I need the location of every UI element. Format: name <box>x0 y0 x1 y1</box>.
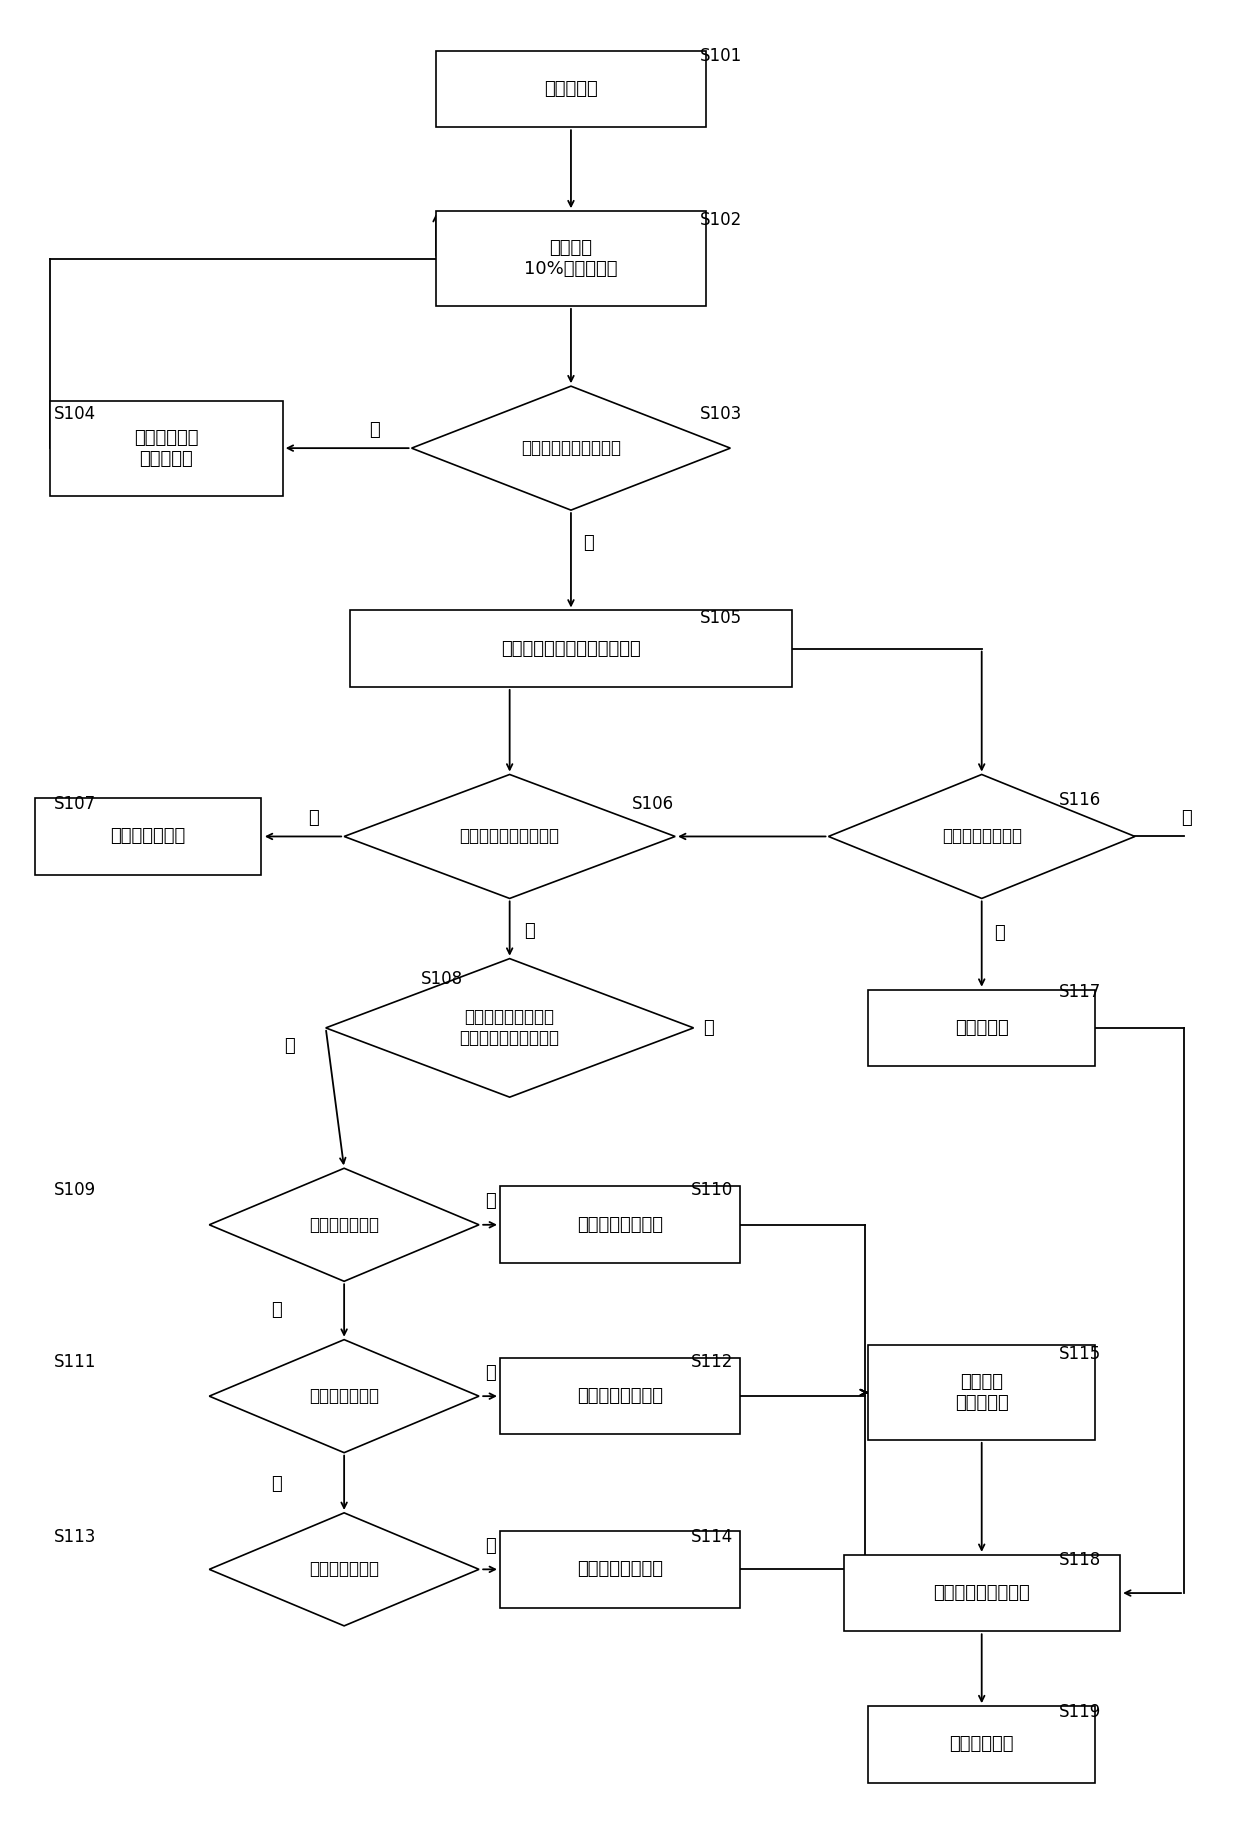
Text: 是: 是 <box>994 924 1004 942</box>
Text: 采集环境温度值、风机转速值: 采集环境温度值、风机转速值 <box>501 639 641 658</box>
Text: S117: S117 <box>1059 983 1101 1001</box>
Text: 指示灯闪烁报警: 指示灯闪烁报警 <box>110 827 186 845</box>
FancyBboxPatch shape <box>436 51 706 127</box>
Polygon shape <box>210 1339 479 1453</box>
Text: 是: 是 <box>284 1038 295 1054</box>
Text: S109: S109 <box>53 1181 95 1200</box>
Text: 否: 否 <box>370 421 381 439</box>
Text: 环境温度值在低速、
中速、高速段阀值范围: 环境温度值在低速、 中速、高速段阀值范围 <box>460 1009 559 1047</box>
Text: S108: S108 <box>422 970 464 988</box>
Text: 是: 是 <box>485 1192 496 1211</box>
FancyBboxPatch shape <box>50 400 283 496</box>
Text: 蜂鸣器报警: 蜂鸣器报警 <box>955 1020 1008 1036</box>
Text: 是: 是 <box>485 1363 496 1381</box>
Text: 在低速阀值范围: 在低速阀值范围 <box>309 1216 379 1234</box>
Text: S119: S119 <box>1059 1703 1101 1721</box>
Polygon shape <box>412 386 730 511</box>
Text: S102: S102 <box>699 211 742 230</box>
Text: 是: 是 <box>583 535 594 551</box>
Text: 否: 否 <box>272 1475 281 1493</box>
Text: S112: S112 <box>691 1352 734 1370</box>
Text: 高速段基础转速值: 高速段基础转速值 <box>577 1560 663 1578</box>
Text: 初始化开始: 初始化开始 <box>544 81 598 97</box>
Polygon shape <box>210 1168 479 1280</box>
Text: 读取转速控制关键参数: 读取转速控制关键参数 <box>521 439 621 457</box>
Text: 否: 否 <box>525 922 536 941</box>
FancyBboxPatch shape <box>501 1358 739 1435</box>
FancyBboxPatch shape <box>35 797 262 874</box>
Text: S115: S115 <box>1059 1345 1101 1363</box>
Text: 否: 否 <box>272 1301 281 1319</box>
FancyBboxPatch shape <box>868 1345 1095 1440</box>
FancyBboxPatch shape <box>350 610 791 687</box>
Text: 否: 否 <box>703 1020 714 1036</box>
Text: 正常工作阶段: 正常工作阶段 <box>950 1736 1014 1752</box>
Text: S111: S111 <box>53 1352 95 1370</box>
Text: S116: S116 <box>1059 792 1101 808</box>
FancyBboxPatch shape <box>501 1187 739 1264</box>
Text: 中速段基础转速值: 中速段基础转速值 <box>577 1387 663 1405</box>
Text: S118: S118 <box>1059 1552 1101 1569</box>
Text: S103: S103 <box>699 404 742 423</box>
Text: 是: 是 <box>308 810 319 827</box>
Text: 转速超过阀值范围: 转速超过阀值范围 <box>941 827 1022 845</box>
Polygon shape <box>828 775 1135 898</box>
Text: S104: S104 <box>53 404 95 423</box>
Text: 在高速阀值范围: 在高速阀值范围 <box>309 1560 379 1578</box>
Text: 环境温度超过阀值范围: 环境温度超过阀值范围 <box>460 827 559 845</box>
Text: 风机组件
10%占空比运行: 风机组件 10%占空比运行 <box>525 239 618 277</box>
FancyBboxPatch shape <box>501 1530 739 1607</box>
Text: 指示灯闪烁、
蜂鸣器报警: 指示灯闪烁、 蜂鸣器报警 <box>134 428 198 468</box>
Text: 控制装置初始化成功: 控制装置初始化成功 <box>934 1583 1030 1602</box>
Text: S105: S105 <box>699 608 742 626</box>
Text: S113: S113 <box>53 1528 95 1545</box>
Text: S106: S106 <box>632 795 675 812</box>
Text: S107: S107 <box>53 795 95 812</box>
Text: 风机组件
基础转速值: 风机组件 基础转速值 <box>955 1372 1008 1413</box>
Text: 是: 是 <box>485 1538 496 1554</box>
Polygon shape <box>210 1514 479 1626</box>
Text: 在中速阀值范围: 在中速阀值范围 <box>309 1387 379 1405</box>
FancyBboxPatch shape <box>436 211 706 307</box>
Polygon shape <box>345 775 675 898</box>
Text: S110: S110 <box>691 1181 733 1200</box>
Text: S101: S101 <box>699 48 742 66</box>
Text: 否: 否 <box>1182 810 1193 827</box>
Text: S114: S114 <box>691 1528 733 1545</box>
FancyBboxPatch shape <box>868 990 1095 1065</box>
FancyBboxPatch shape <box>843 1554 1120 1631</box>
FancyBboxPatch shape <box>868 1707 1095 1782</box>
Text: 低速段基础转速值: 低速段基础转速值 <box>577 1216 663 1234</box>
Polygon shape <box>326 959 693 1097</box>
